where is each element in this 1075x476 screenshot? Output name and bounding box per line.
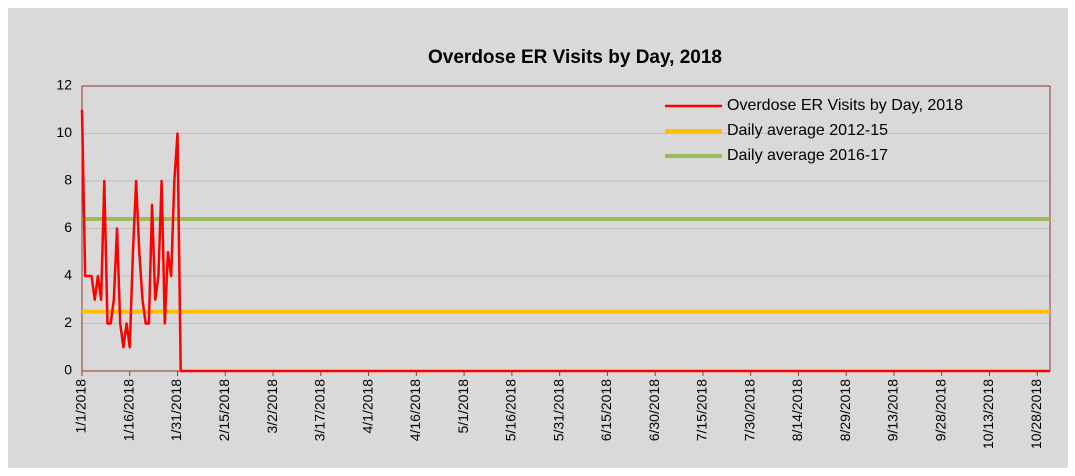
x-tick-label: 5/1/2018 xyxy=(455,379,471,434)
x-tick-label: 2/15/2018 xyxy=(216,379,232,441)
x-tick-label: 3/17/2018 xyxy=(312,379,328,441)
x-tick-label: 1/16/2018 xyxy=(120,379,136,441)
x-tick-label: 9/13/2018 xyxy=(885,379,901,441)
x-tick-label: 5/16/2018 xyxy=(503,379,519,441)
x-tick-label: 5/31/2018 xyxy=(550,379,566,441)
chart-title: Overdose ER Visits by Day, 2018 xyxy=(428,47,722,68)
y-tick-label: 6 xyxy=(64,219,72,235)
x-tick-label: 8/14/2018 xyxy=(789,379,805,441)
data-line xyxy=(80,109,1050,373)
y-tick-label: 2 xyxy=(64,314,72,330)
x-tick-label: 4/1/2018 xyxy=(359,379,375,434)
x-tick-label: 8/29/2018 xyxy=(837,379,853,441)
y-tick-label: 0 xyxy=(64,362,72,378)
x-tick-label: 6/30/2018 xyxy=(646,379,662,441)
x-tick-label: 4/16/2018 xyxy=(407,379,423,441)
x-tick-label: 3/2/2018 xyxy=(264,379,280,434)
legend-label: Overdose ER Visits by Day, 2018 xyxy=(727,97,963,114)
x-tick-label: 10/13/2018 xyxy=(980,379,996,449)
y-tick-label: 10 xyxy=(56,124,72,140)
x-tick-label: 9/28/2018 xyxy=(932,379,948,441)
x-tick-label: 6/15/2018 xyxy=(598,379,614,441)
x-tick-label: 7/30/2018 xyxy=(741,379,757,441)
x-tick-label: 7/15/2018 xyxy=(694,379,710,441)
legend-label: Daily average 2012-15 xyxy=(727,122,888,139)
x-tick-label: 1/31/2018 xyxy=(168,379,184,441)
y-tick-label: 4 xyxy=(64,267,72,283)
x-tick-label: 10/28/2018 xyxy=(1028,379,1044,449)
legend-label: Daily average 2016-17 xyxy=(727,147,888,164)
x-tick-label: 1/1/2018 xyxy=(73,379,89,434)
y-tick-label: 8 xyxy=(64,172,72,188)
chart-background xyxy=(8,8,1068,468)
y-tick-label: 12 xyxy=(56,77,72,93)
